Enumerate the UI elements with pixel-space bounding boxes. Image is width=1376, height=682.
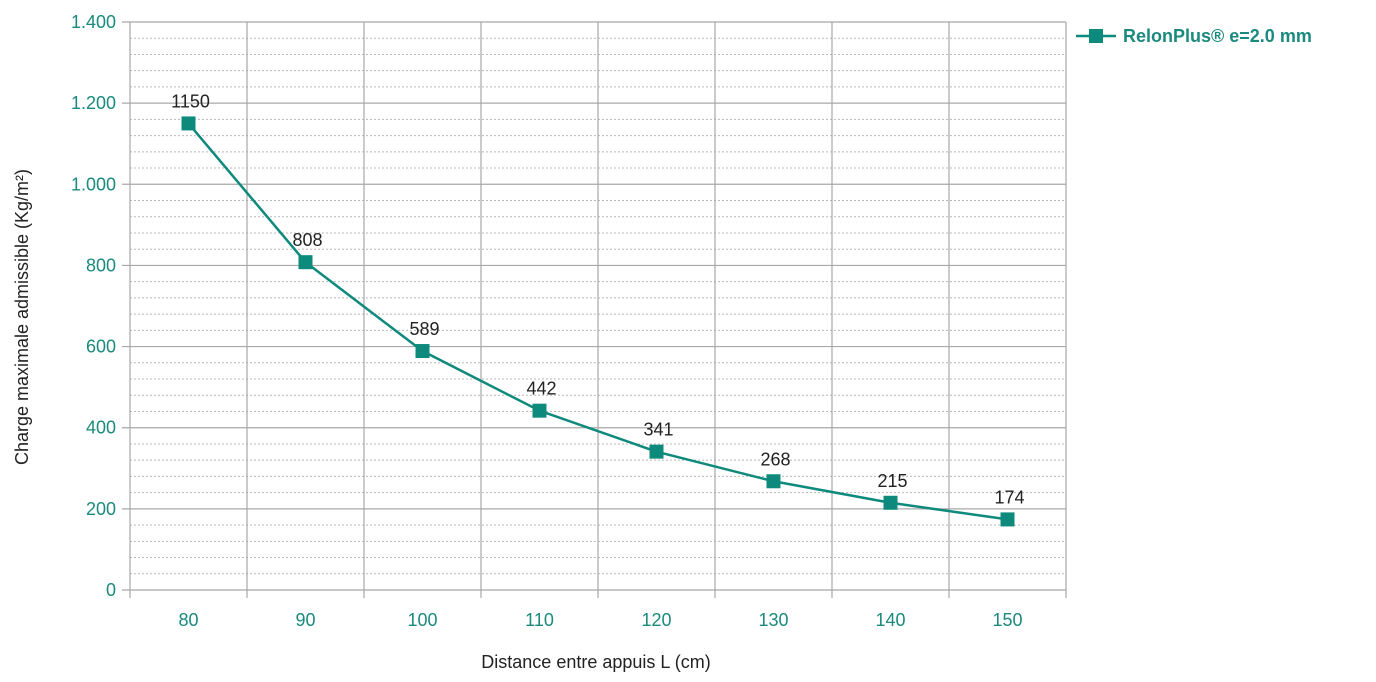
grid: [122, 21, 1067, 598]
y-tick-label: 600: [86, 337, 116, 357]
data-point-marker: [298, 255, 313, 270]
data-point-marker: [766, 474, 781, 489]
y-tick-label: 0: [106, 580, 116, 600]
data-label: 215: [877, 471, 907, 491]
y-tick-label: 1.200: [71, 93, 116, 113]
data-label: 442: [526, 379, 556, 399]
data-label: 268: [760, 449, 790, 469]
axes: 0 200 400 600 800 1.000 1.200 1.400 80 90 100 110 12…: [71, 12, 1023, 630]
x-tick-label: 130: [758, 610, 788, 630]
series-line: [187, 122, 1008, 521]
x-tick-label: 140: [875, 610, 905, 630]
y-axis-title: Charge maximale admissible (Kg/m²): [12, 169, 32, 465]
data-label: 1150: [171, 91, 210, 111]
data-label: 589: [409, 319, 439, 339]
data-point-marker: [532, 403, 547, 418]
data-label: 174: [994, 487, 1024, 507]
x-tick-label: 100: [407, 610, 437, 630]
legend-label: RelonPlus® e=2.0 mm: [1123, 26, 1312, 46]
y-tick-label: 1.400: [71, 12, 116, 32]
x-tick-label: 90: [295, 610, 315, 630]
data-label: 341: [643, 420, 673, 440]
data-point-marker: [883, 495, 898, 510]
y-tick-label: 200: [86, 499, 116, 519]
y-tick-label: 1.000: [71, 174, 116, 194]
data-point-marker: [649, 444, 664, 459]
y-tick-label: 400: [86, 418, 116, 438]
legend: RelonPlus® e=2.0 mm: [1076, 26, 1312, 46]
x-tick-label: 150: [992, 610, 1022, 630]
x-tick-label: 120: [641, 610, 671, 630]
legend-marker-icon: [1089, 29, 1103, 43]
data-label: 808: [292, 230, 322, 250]
x-tick-label: 110: [525, 610, 554, 630]
x-tick-label: 80: [178, 610, 198, 630]
data-point-marker: [181, 116, 196, 131]
data-labels: 1150 808 589 442 341 268 215 174: [171, 91, 1024, 507]
y-tick-label: 800: [86, 255, 116, 275]
data-point-marker: [1000, 512, 1015, 527]
x-axis-title: Distance entre appuis L (cm): [481, 652, 710, 672]
series-layer: [181, 116, 1015, 527]
data-point-marker: [415, 344, 430, 359]
